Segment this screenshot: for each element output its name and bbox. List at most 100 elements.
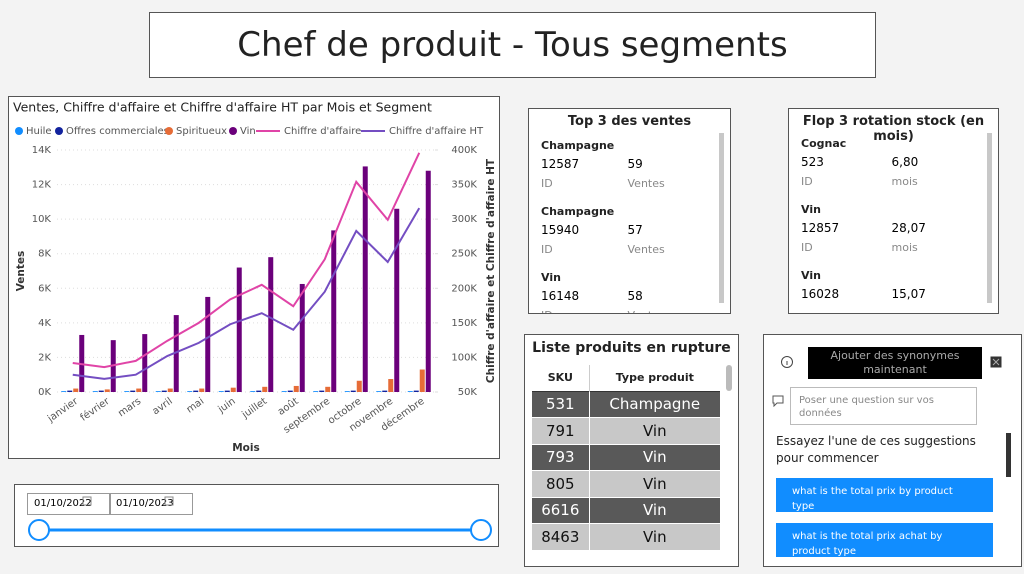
bar xyxy=(173,315,179,392)
flop3-list: Cognac 523 6,80 ID mois Vin 12857 28,07 ID mois Vi… xyxy=(801,135,982,313)
card-item: Cognac 523 6,80 ID mois xyxy=(801,135,982,201)
bar xyxy=(325,386,331,392)
scrollbar[interactable] xyxy=(726,365,732,391)
x-tick-label: mai xyxy=(185,396,207,416)
slider-handle[interactable] xyxy=(28,519,50,541)
table-cell: Vin xyxy=(588,417,720,444)
bar xyxy=(331,230,337,392)
synonyms-button-text: Ajouter des synonymes maintenant xyxy=(830,349,960,376)
rupture-table: SKU Type produit 531 Champagne 791 Vin 793 Vin 8… xyxy=(532,365,720,551)
item-value: 58 xyxy=(627,289,643,303)
bar xyxy=(293,385,299,392)
legend-swatch xyxy=(55,127,63,135)
item-name: Champagne xyxy=(541,205,615,218)
y-axis-title: Ventes xyxy=(15,251,27,292)
x-axis-title: Mois xyxy=(232,442,260,454)
item-value: 59 xyxy=(627,157,643,171)
y2-tick-label: 400K xyxy=(451,145,477,156)
bar xyxy=(425,170,431,392)
slider xyxy=(28,496,492,541)
table-row: 6616 Vin xyxy=(532,497,720,524)
item-name: Vin xyxy=(541,271,561,284)
info-icon xyxy=(781,356,793,368)
header-row: SKU Type produit xyxy=(532,365,720,391)
x-tick-label: avril xyxy=(151,396,175,417)
line xyxy=(72,152,421,369)
item-value-label: Ventes xyxy=(627,177,665,190)
table-cell: 791 xyxy=(545,421,575,440)
end-date[interactable]: 01/10/2023 xyxy=(109,493,193,515)
scrollbar[interactable] xyxy=(987,133,992,303)
item-values: 12587 59 xyxy=(541,155,714,174)
chart: Ventes, Chiffre d'affaire et Chiffre d'a… xyxy=(13,100,497,455)
table-row: 531 Champagne xyxy=(532,391,720,418)
table-cell: 805 xyxy=(545,474,575,493)
flop3-title: Flop 3 rotation stock (en mois) xyxy=(802,114,985,144)
table-cell: 6616 xyxy=(541,501,580,520)
bar xyxy=(419,369,425,392)
bar xyxy=(388,379,394,392)
table-cell: 793 xyxy=(545,448,575,467)
qa-card: Ajouter des synonymes maintenant Poser u… xyxy=(763,334,1022,567)
slider-handle[interactable] xyxy=(470,519,492,541)
y-tick-label: 0K xyxy=(38,387,51,398)
item-id: 523 xyxy=(801,155,824,169)
item-values: 15940 57 xyxy=(541,221,714,240)
suggestion-text: what is the total prix achat by product … xyxy=(792,531,943,557)
item-value-label: Ventes xyxy=(627,243,665,256)
card-item: Vin 12857 28,07 ID mois xyxy=(801,201,982,267)
y-tick-label: 14K xyxy=(32,145,52,156)
x-tick-label: janvier xyxy=(45,395,81,425)
calendar-icon xyxy=(164,496,174,506)
item-labels: ID mois xyxy=(801,172,982,191)
bar xyxy=(350,390,356,392)
item-labels: ID Ventes xyxy=(541,240,714,259)
table-cell: Champagne xyxy=(588,391,720,418)
item-value: 6,80 xyxy=(891,155,919,169)
legend-swatch xyxy=(15,127,23,135)
close-icon[interactable] xyxy=(990,356,1002,368)
y-tick-label: 4K xyxy=(38,318,51,329)
item-name: Cognac xyxy=(801,137,847,150)
bar xyxy=(281,391,287,392)
table-row: 805 Vin xyxy=(532,470,720,497)
bar xyxy=(130,390,136,392)
bar xyxy=(319,390,325,392)
suggestion-button[interactable]: what is the total prix by product type xyxy=(776,478,993,512)
item-labels: ID mois xyxy=(801,238,982,257)
item-id: 15940 xyxy=(541,223,580,237)
chart-card: Ventes, Chiffre d'affaire et Chiffre d'a… xyxy=(8,96,500,459)
bar xyxy=(413,390,419,392)
bar xyxy=(299,283,305,392)
top3-card: Top 3 des ventes Champagne 12587 59 ID Vente… xyxy=(528,108,731,314)
x-tick-label: août xyxy=(275,395,300,418)
legend-label: Offres commerciales xyxy=(66,126,169,137)
calendar-icon xyxy=(82,496,92,506)
bar xyxy=(98,390,104,392)
scrollbar[interactable] xyxy=(719,133,724,303)
y-tick-label: 12K xyxy=(32,180,52,191)
item-id: 16148 xyxy=(541,289,580,303)
line xyxy=(72,207,421,380)
legend-label: Spiritueux xyxy=(176,126,227,137)
y2-tick-label: 200K xyxy=(451,283,477,294)
top3-title: Top 3 des ventes xyxy=(567,114,692,129)
bar xyxy=(262,386,268,392)
page-title: Chef de produit - Tous segments xyxy=(149,12,876,78)
question-input[interactable]: Poser une question sur vos données xyxy=(790,387,977,425)
bar xyxy=(199,388,205,392)
chart-title: Ventes, Chiffre d'affaire et Chiffre d'a… xyxy=(13,100,432,115)
item-values: 523 6,80 xyxy=(801,153,982,172)
start-date[interactable]: 01/10/2022 xyxy=(27,493,111,515)
end-date-text: 01/10/2023 xyxy=(116,498,174,509)
card-item: Vin 16028 15,07 xyxy=(801,267,982,313)
bar xyxy=(356,380,362,392)
synonyms-button[interactable]: Ajouter des synonymes maintenant xyxy=(808,347,982,379)
y2-tick-label: 50K xyxy=(458,387,478,398)
y-tick-label: 8K xyxy=(38,249,51,260)
item-values: 12857 28,07 xyxy=(801,219,982,238)
suggestion-button[interactable]: what is the total prix achat by product … xyxy=(776,523,993,557)
bar xyxy=(124,391,130,392)
scrollbar[interactable] xyxy=(1006,433,1011,477)
